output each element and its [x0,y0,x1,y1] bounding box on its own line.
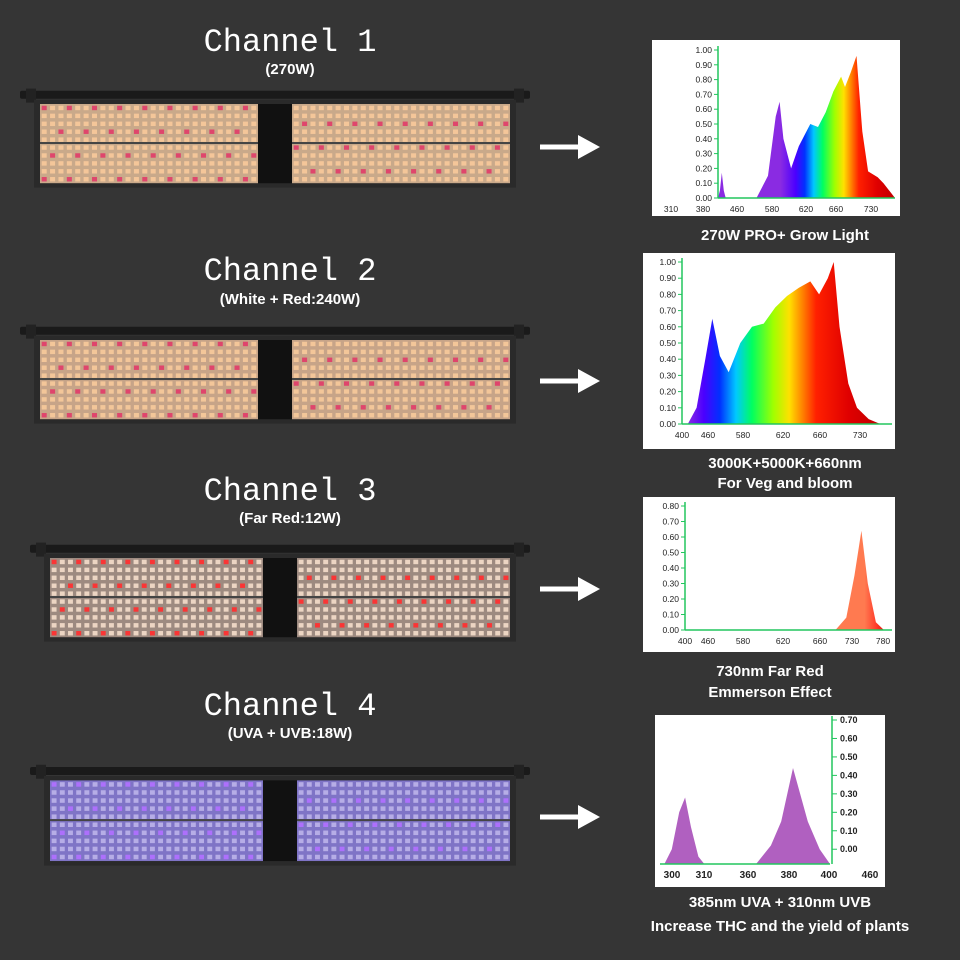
y-tick-label: 1.00 [659,257,676,267]
channel-3-subtitle: (Far Red:12W) [239,510,341,527]
x-tick-label: 310 [696,870,713,881]
arrow-icon [540,369,600,393]
x-tick-label: 620 [776,430,790,440]
x-tick-label: 400 [675,430,689,440]
arrow-icon [540,805,600,829]
y-tick-label: 0.80 [659,289,676,299]
y-tick-label: 0.20 [840,807,858,817]
y-tick-label: 0.60 [695,104,712,114]
y-tick-label: 1.00 [695,45,712,55]
y-tick-label: 0.00 [840,844,858,854]
y-tick-label: 0.10 [695,178,712,188]
channel-4-subtitle: (UVA + UVB:18W) [227,725,353,742]
series-2-area [756,55,895,199]
channel-4-title: Channel 4 [203,688,377,725]
x-tick-label: 660 [829,204,843,214]
x-tick-label: 660 [813,636,827,646]
caption-channel-3-line-1: 730nm Far Red [716,663,824,680]
x-tick-label: 460 [730,204,744,214]
y-tick-label: 0.10 [659,403,676,413]
y-tick-label: 0.50 [662,548,679,558]
y-tick-label: 0.50 [695,119,712,129]
x-tick-label: 730 [845,636,859,646]
x-tick-label: 620 [776,636,790,646]
x-tick-label: 400 [678,636,692,646]
series-1-area [664,797,705,864]
fixture-channel-1 [20,88,530,188]
y-tick-label: 0.20 [659,387,676,397]
x-tick-label: 780 [876,636,890,646]
y-tick-label: 0.00 [695,193,712,203]
y-tick-label: 0.60 [659,322,676,332]
chart-channel-4: 0.00 0.10 0.20 0.30 0.40 0.50 0.60 0.70 300 310 36… [655,715,885,887]
series-1-area [835,530,884,630]
x-tick-label: 580 [736,636,750,646]
y-tick-label: 0.40 [695,134,712,144]
y-tick-label: 0.00 [659,419,676,429]
y-tick-label: 0.50 [840,752,858,762]
channel-3-title: Channel 3 [203,473,377,510]
x-tick-label: 380 [781,870,798,881]
x-tick-label: 400 [821,870,838,881]
fixture-channel-2 [20,324,530,424]
y-tick-label: 0.10 [840,826,858,836]
channel-1-title: Channel 1 [203,24,377,61]
x-tick-label: 580 [765,204,779,214]
y-tick-label: 0.50 [659,338,676,348]
series-1-area [718,172,726,198]
x-tick-label: 620 [799,204,813,214]
x-tick-label: 380 [696,204,710,214]
x-tick-label: 730 [853,430,867,440]
caption-channel-4-line-2: Increase THC and the yield of plants [650,918,910,935]
x-tick-label: 730 [864,204,878,214]
caption-channel-3-line-2: Emmerson Effect [708,684,832,701]
chart-channel-3: 0.00 0.10 0.20 0.30 0.40 0.50 0.60 0.70 0.80 400 4… [643,497,895,652]
y-tick-label: 0.60 [840,733,858,743]
caption-channel-2-line-2: For Veg and bloom [717,475,853,492]
y-tick-label: 0.60 [662,532,679,542]
y-tick-label: 0.10 [662,610,679,620]
x-tick-label: 310 [664,204,678,214]
channel-1-subtitle: (270W) [265,61,315,78]
x-tick-label: 660 [813,430,827,440]
x-tick-label: 580 [736,430,750,440]
y-tick-label: 0.00 [662,625,679,635]
x-tick-label: 460 [701,430,715,440]
y-tick-label: 0.70 [662,517,679,527]
y-tick-label: 0.70 [659,306,676,316]
y-tick-label: 0.30 [659,370,676,380]
y-tick-label: 0.40 [659,354,676,364]
y-tick-label: 0.30 [695,149,712,159]
y-tick-label: 0.80 [695,75,712,85]
fixture-channel-3 [30,542,530,642]
y-tick-label: 0.30 [840,789,858,799]
chart-channel-2: 0.00 0.10 0.20 0.30 0.40 0.50 0.60 0.70 0.80 0.90… [643,253,895,449]
y-tick-label: 0.80 [662,501,679,511]
y-tick-label: 0.30 [662,579,679,589]
x-tick-label: 360 [740,870,757,881]
x-tick-label: 460 [862,870,879,881]
y-tick-label: 0.40 [840,770,858,780]
y-tick-label: 0.20 [662,594,679,604]
x-tick-label: 300 [664,870,681,881]
caption-channel-4-line-1: 385nm UVA + 310nm UVB [688,894,872,911]
y-tick-label: 0.40 [662,563,679,573]
caption-channel-1-line-1: 270W PRO+ Grow Light [701,227,869,244]
channel-2-title: Channel 2 [203,253,377,290]
arrow-icon [540,135,600,159]
y-tick-label: 0.90 [695,60,712,70]
y-tick-label: 0.70 [840,715,858,725]
fixture-channel-4 [30,764,530,866]
y-tick-label: 0.20 [695,163,712,173]
x-tick-label: 460 [701,636,715,646]
chart-channel-1: 0.00 0.10 0.20 0.30 0.40 0.50 0.60 0.70 0.80 0.90… [652,40,900,216]
arrow-icon [540,577,600,601]
series-2-area [756,768,830,864]
y-tick-label: 0.70 [695,89,712,99]
series-1-area [687,262,881,424]
caption-channel-2-line-1: 3000K+5000K+660nm [708,455,862,472]
y-tick-label: 0.90 [659,273,676,283]
channel-2-subtitle: (White + Red:240W) [219,291,361,308]
